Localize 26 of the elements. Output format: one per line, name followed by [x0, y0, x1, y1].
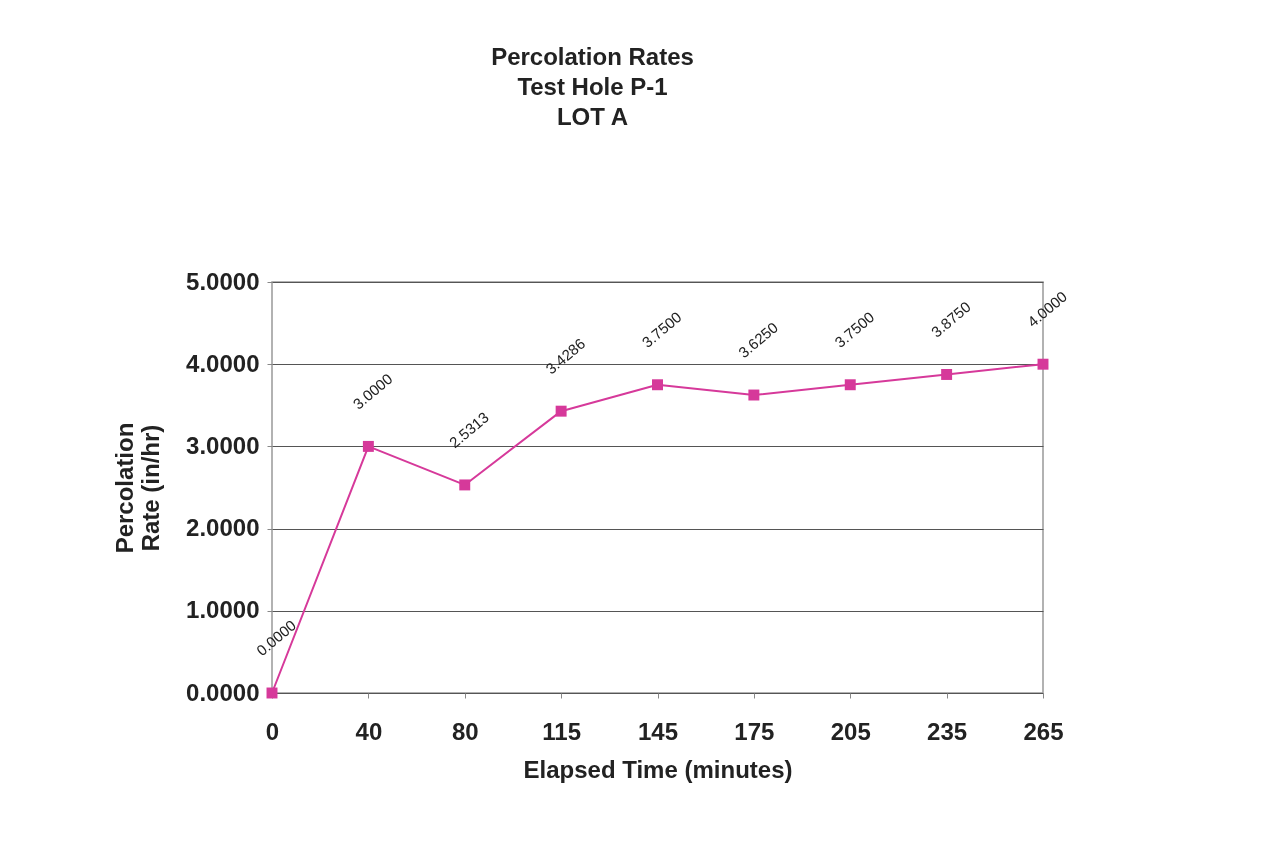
x-tick-label: 40: [355, 717, 383, 745]
y-tick-label: 5.0000: [186, 267, 260, 295]
x-axis-title: Elapsed Time (minutes): [523, 755, 793, 783]
y-tick-label: 1.0000: [186, 596, 260, 624]
y-tick-label: 2.0000: [186, 514, 260, 542]
x-tick-label: 235: [927, 717, 968, 745]
point: [555, 405, 567, 417]
x-tick-label: 145: [637, 717, 679, 745]
x-tick-label: 0: [265, 717, 280, 745]
x-tick-label: 80: [451, 717, 479, 745]
chart-title: Percolation Rates Test Hole P-1 LOT A: [491, 43, 694, 130]
point: [652, 379, 663, 391]
y-axis-title: Percolation Rate (in/hr): [111, 422, 165, 554]
point: [1037, 358, 1049, 370]
y-tick-label: 0.0000: [186, 678, 260, 706]
point: [362, 440, 374, 452]
point: [844, 379, 856, 391]
y-tick-label: 3.0000: [186, 431, 260, 459]
point: [459, 479, 471, 491]
y-tick-label: 4.0000: [186, 349, 260, 377]
x-tick-label: 265: [1023, 717, 1064, 745]
point: [748, 389, 760, 401]
x-tick-label: 115: [542, 717, 581, 745]
point: [941, 369, 953, 380]
x-tick-label: 175: [734, 717, 775, 745]
x-tick-label: 205: [830, 717, 871, 745]
